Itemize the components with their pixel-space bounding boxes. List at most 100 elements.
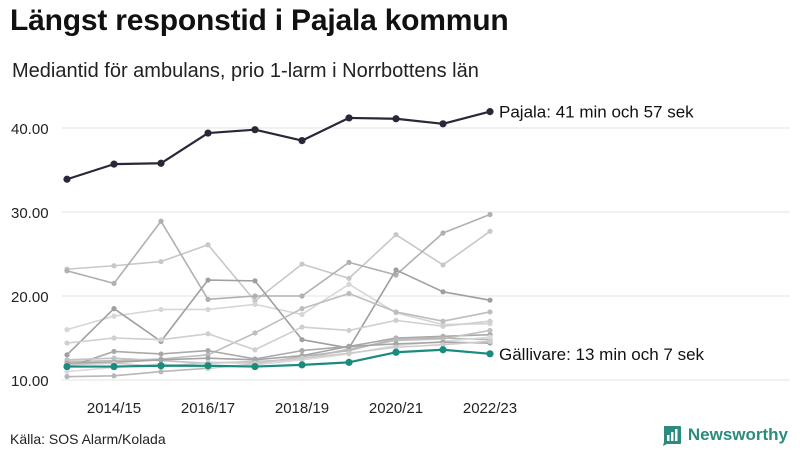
background-series-1-line — [66, 230, 491, 302]
background-series-4-point — [440, 289, 446, 295]
line-chart: 10.00 20.00 30.00 40.00 2014/15 2016/17 2018/… — [11, 103, 790, 417]
series-pajala-point — [345, 114, 353, 122]
series-gllivare-point — [110, 362, 118, 371]
y-tick-labels: 10.00 20.00 30.00 40.00 — [11, 121, 49, 390]
grid-lines — [62, 127, 790, 381]
background-series-5-point — [487, 309, 493, 315]
background-series-2 — [64, 211, 493, 302]
background-series-8-point — [487, 327, 493, 334]
background-series-2-point — [252, 293, 258, 299]
background-series-6-point — [299, 324, 305, 330]
background-series-2-point — [346, 259, 352, 265]
series-pajala-point — [298, 137, 306, 145]
series-gllivare-point — [439, 346, 447, 354]
background-series-6-point — [346, 327, 352, 334]
background-series-6-point — [487, 318, 493, 324]
background-series-4-point — [111, 306, 117, 312]
background-series-3-point — [252, 301, 258, 307]
background-series-12-point — [393, 344, 399, 350]
background-series-12-line — [66, 340, 491, 368]
series-gllivare: Gällivare: 13 min och 7 sek — [63, 345, 705, 371]
background-series-1-point — [440, 262, 446, 268]
series-gllivare-point — [345, 358, 353, 366]
background-series-12-point — [346, 350, 352, 356]
series-pajala-point — [157, 159, 165, 167]
background-series-3-point — [299, 311, 305, 318]
background-series-2-point — [299, 293, 305, 299]
series-gllivare-point — [204, 362, 212, 370]
y-tick-label: 10.00 — [11, 373, 49, 390]
series-pajala-point — [204, 129, 212, 137]
brand-logo: Newsworthy — [661, 424, 788, 446]
series-gllivare-end-label: Gällivare: 13 min och 7 sek — [499, 345, 705, 364]
chart-title: Längst responstid i Pajala kommun — [10, 4, 509, 37]
y-tick-label: 30.00 — [11, 205, 49, 222]
background-series-7-point — [299, 348, 305, 354]
x-tick-label: 2016/17 — [181, 400, 235, 417]
background-series-5-point — [346, 290, 352, 297]
background-series-9-point — [64, 374, 70, 380]
background-series-7-point — [111, 348, 117, 355]
background-series-1-point — [487, 228, 493, 234]
background-series-1-point — [393, 232, 399, 238]
series-pajala-point — [110, 160, 118, 168]
background-series-2-point — [64, 268, 70, 274]
newsworthy-logo-icon — [662, 426, 681, 446]
background-series-12-point — [440, 342, 446, 348]
background-series-5-point — [393, 309, 399, 315]
background-series-4-point — [393, 267, 399, 273]
background-series-3-point — [158, 306, 164, 313]
background-series-6-point — [205, 331, 211, 337]
background-series-1-point — [158, 258, 164, 265]
background-series-6-line — [66, 319, 491, 351]
background-series-6-point — [64, 340, 70, 346]
x-tick-label: 2018/19 — [275, 400, 329, 417]
background-series-6-point — [158, 337, 164, 343]
background-series-8-point — [111, 355, 117, 361]
background-series-4-point — [64, 352, 70, 358]
series-gllivare-point — [63, 362, 71, 371]
background-series-3-point — [111, 313, 117, 319]
background-series-12-point — [299, 355, 305, 361]
series-gllivare-point — [298, 361, 306, 369]
background-series-6-point — [440, 323, 446, 329]
background-series-5-point — [440, 318, 446, 324]
background-series-1-point — [346, 275, 352, 281]
background-series-5-point — [299, 306, 305, 312]
background-series-10-point — [64, 369, 70, 375]
x-tick-label: 2014/15 — [87, 400, 141, 417]
background-series-7-point — [158, 351, 164, 357]
background-series-7-point — [205, 348, 211, 354]
background-series-11-point — [158, 357, 164, 363]
background-series-4-point — [487, 297, 493, 303]
background-series-3-line — [66, 283, 491, 331]
series-gllivare-point — [392, 348, 400, 356]
background-series-2-point — [487, 211, 493, 218]
y-tick-label: 40.00 — [11, 121, 49, 138]
background-series-group — [64, 211, 493, 380]
series-pajala-point — [439, 120, 447, 128]
series-pajala: Pajala: 41 min och 57 sek — [63, 103, 694, 183]
background-series-3-point — [64, 327, 70, 333]
background-series-5-point — [252, 330, 258, 336]
background-series-6-point — [393, 317, 399, 323]
x-tick-label: 2020/21 — [369, 400, 423, 417]
background-series-2-point — [158, 218, 164, 224]
background-series-2-point — [440, 230, 446, 236]
series-pajala-point — [251, 126, 259, 134]
background-series-1 — [64, 228, 493, 304]
series-pajala-point — [392, 115, 400, 123]
background-series-3-point — [205, 306, 211, 313]
source-note: Källa: SOS Alarm/Kolada — [10, 431, 166, 447]
background-series-2-point — [205, 296, 211, 302]
brand-name: Newsworthy — [687, 425, 788, 444]
background-series-6-point — [111, 335, 117, 341]
background-series-1-point — [205, 242, 211, 248]
series-pajala-end-label: Pajala: 41 min och 57 sek — [499, 103, 694, 122]
background-series-2-point — [393, 272, 399, 278]
background-series-12-point — [487, 338, 493, 344]
x-tick-label: 2022/23 — [463, 400, 517, 417]
background-series-1-point — [111, 263, 117, 269]
series-gllivare-line — [67, 348, 491, 368]
series-gllivare-point — [486, 350, 494, 358]
